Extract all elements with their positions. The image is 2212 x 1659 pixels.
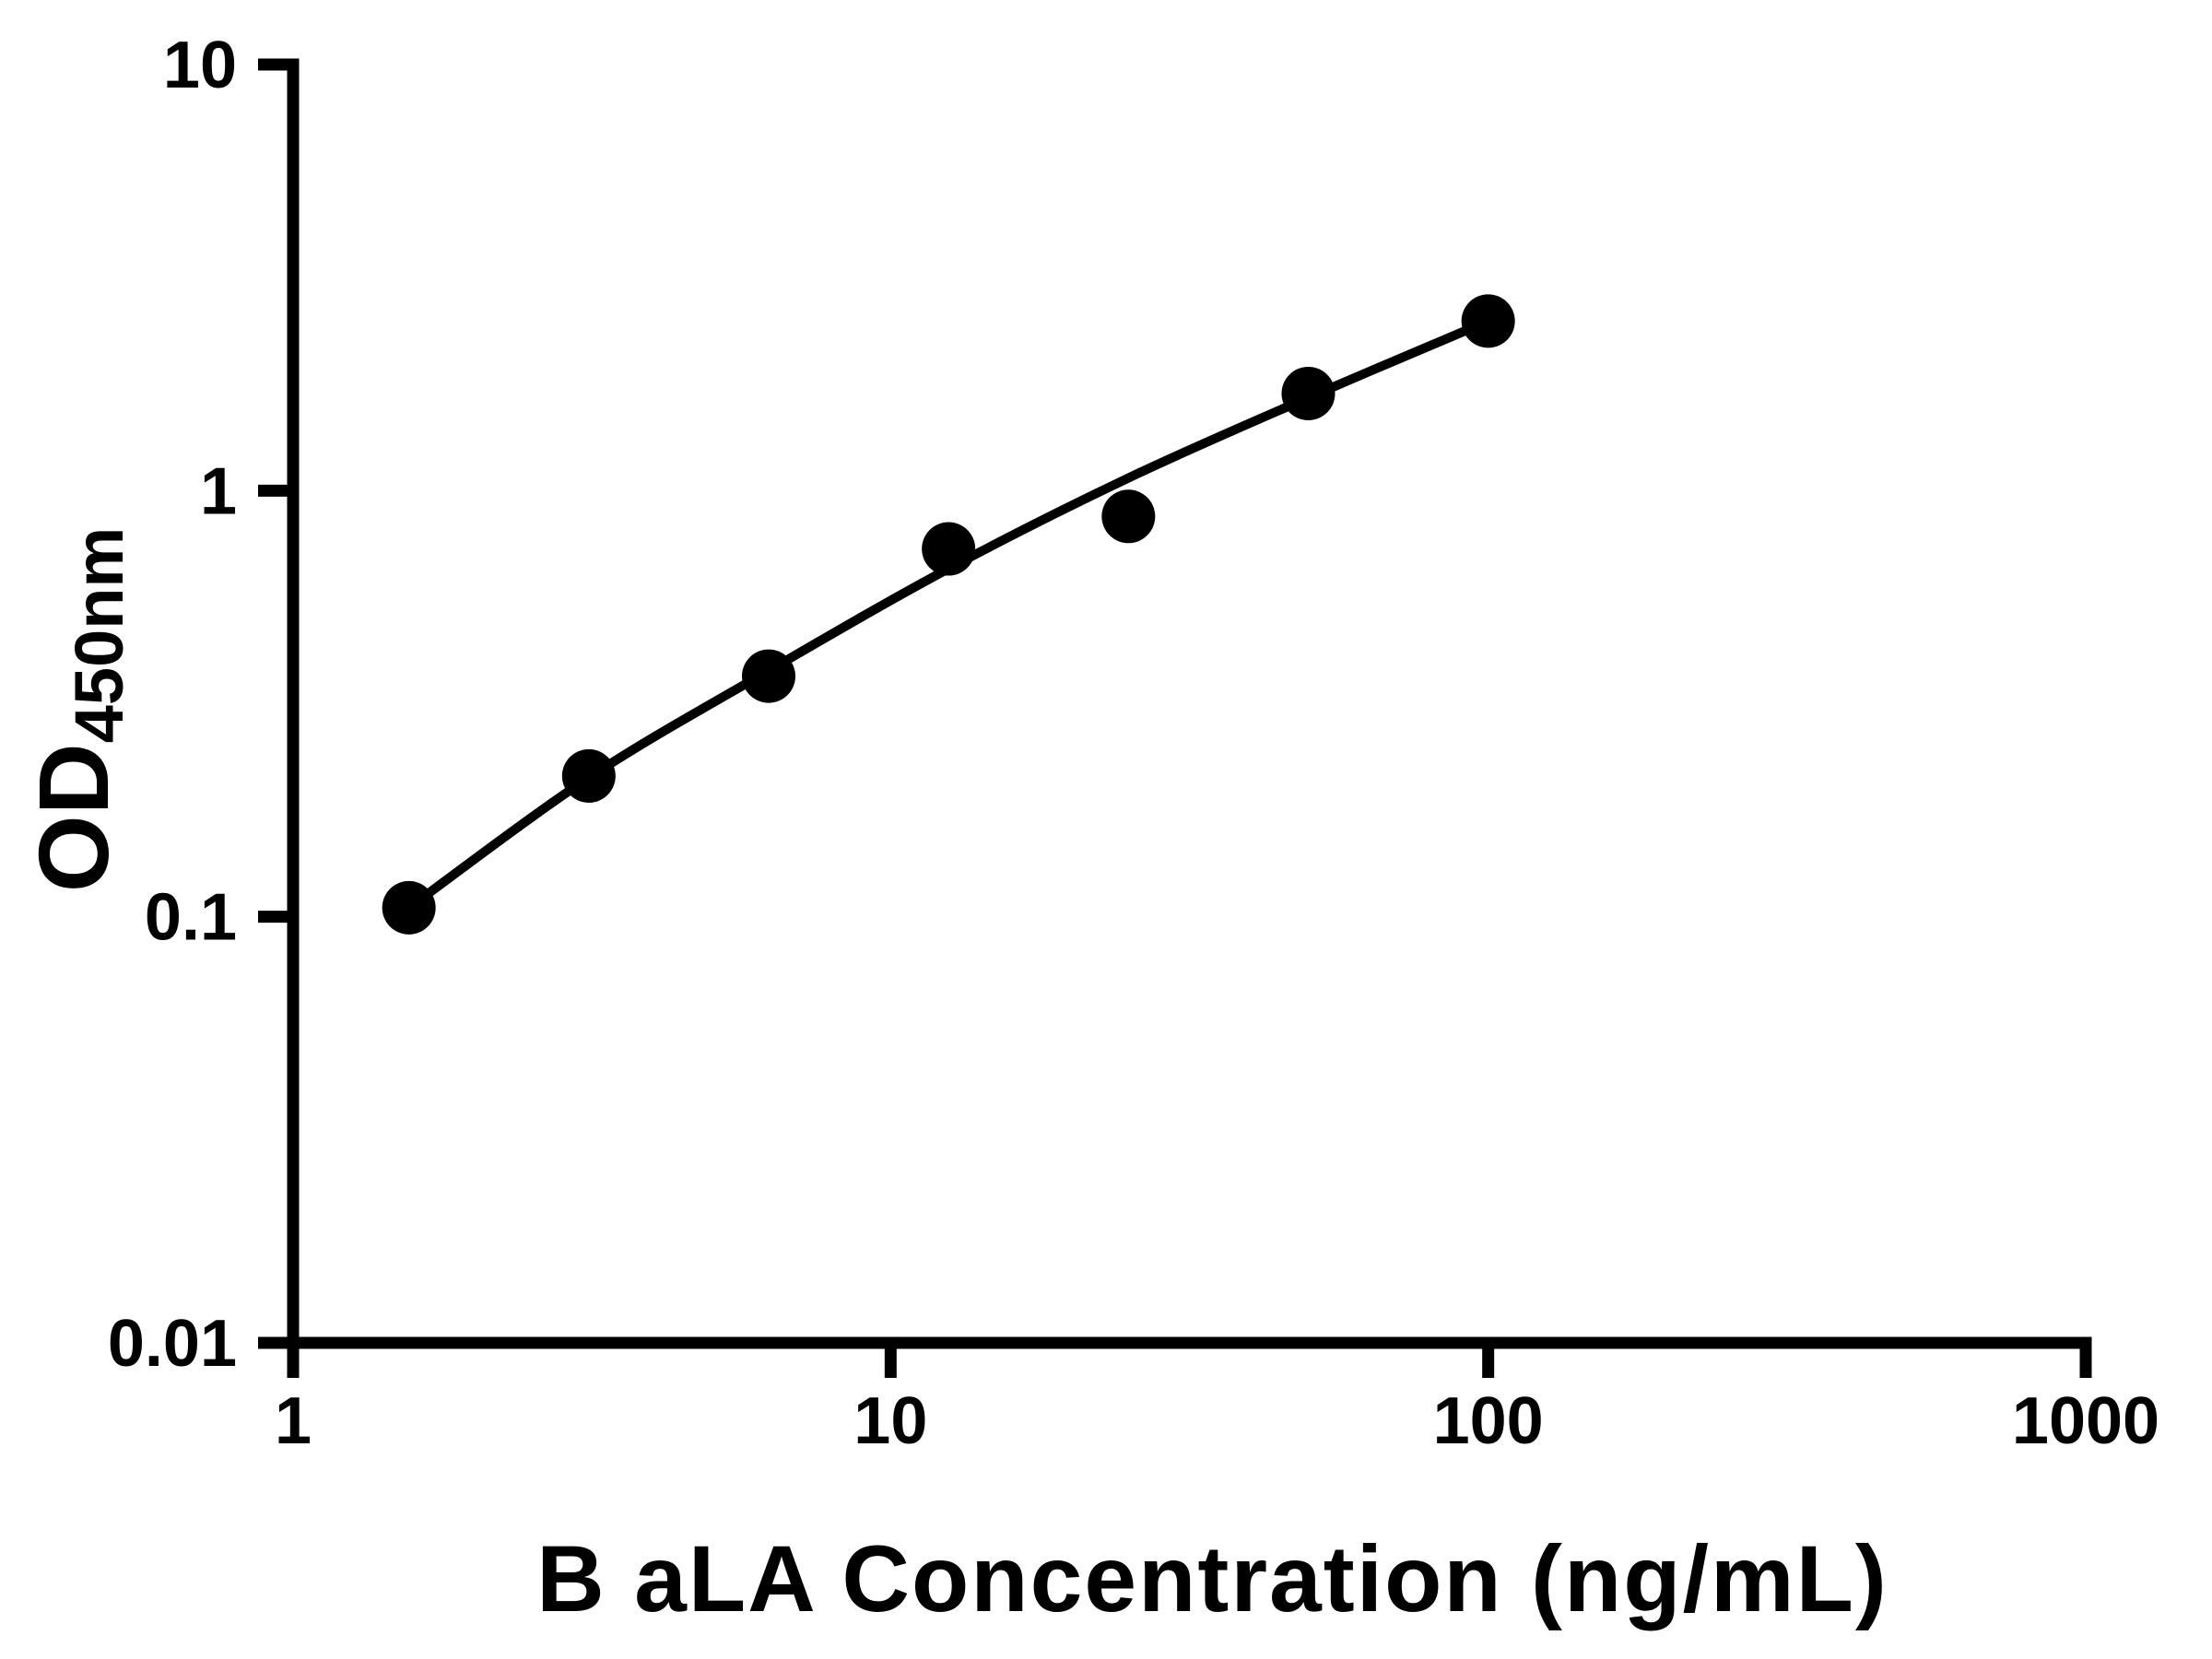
y-axis-title: OD450nm (18, 527, 137, 892)
x-tick-label: 1 (275, 1384, 312, 1458)
y-tick-label: 10 (163, 29, 237, 102)
y-tick-label: 1 (200, 454, 237, 528)
data-point-marker (1461, 294, 1515, 348)
data-point-marker (922, 522, 976, 576)
x-tick-label: 100 (1433, 1384, 1544, 1458)
data-point-marker (1101, 489, 1156, 544)
data-point-marker (382, 880, 436, 935)
y-axis-title-subscript: 450nm (61, 527, 137, 743)
y-tick-label: 0.1 (145, 881, 237, 955)
x-axis-title: B aLA Concentration (ng/mL) (536, 1526, 1888, 1631)
x-tick-label: 1000 (2012, 1384, 2159, 1458)
data-point-marker (741, 649, 795, 703)
y-axis-title-main: OD (18, 743, 129, 892)
y-tick-label: 0.01 (108, 1307, 237, 1381)
x-tick-label: 10 (853, 1384, 927, 1458)
data-point-marker (561, 748, 616, 803)
data-point-marker (1281, 366, 1335, 420)
